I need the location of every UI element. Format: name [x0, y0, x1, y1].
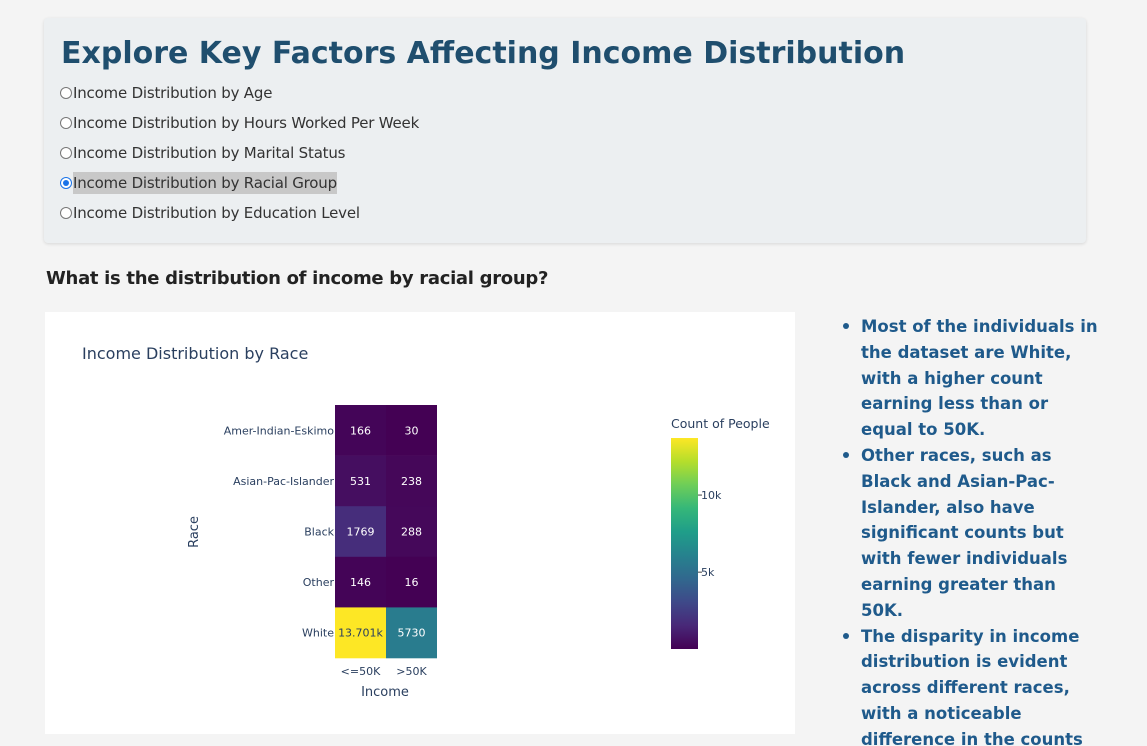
- insight-item: The disparity in income distribution is …: [840, 624, 1100, 746]
- chart-card: Income Distribution by Race 166 30 531 238 1…: [45, 312, 795, 734]
- y-tick-label: White: [302, 627, 334, 640]
- heatmap-cell[interactable]: [386, 506, 437, 558]
- insights-list: Most of the individuals in the dataset a…: [840, 314, 1100, 746]
- heatmap-cell-label: 13.701k: [338, 627, 383, 640]
- heatmap-cell-label: 16: [405, 576, 419, 589]
- radio-label-hours: Income Distribution by Hours Worked Per …: [73, 114, 420, 132]
- y-tick-label: Black: [304, 526, 334, 539]
- radio-button-marital[interactable]: [60, 147, 72, 159]
- radio-button-hours[interactable]: [60, 117, 72, 129]
- y-tick-label: Amer-Indian-Eskimo: [224, 424, 335, 437]
- heatmap-cell-label: 238: [401, 475, 422, 488]
- heatmap-cell-label: 166: [350, 424, 371, 437]
- heatmap-cell-label: 146: [350, 576, 371, 589]
- heatmap-cell[interactable]: [335, 405, 386, 456]
- radio-label-race: Income Distribution by Racial Group: [73, 172, 337, 194]
- chart-title: Income Distribution by Race: [82, 344, 308, 363]
- heatmap-cells: 166 30 531 238 1769 288 146 16 13.701k 5730: [335, 405, 437, 659]
- y-tick-label: Other: [303, 576, 335, 589]
- radio-label-age: Income Distribution by Age: [73, 84, 273, 102]
- heatmap-cell-label: 288: [401, 526, 422, 539]
- colorbar-tick-label: 5k: [701, 566, 715, 579]
- x-tick-label: <=50K: [341, 665, 381, 678]
- heatmap-cell[interactable]: [386, 455, 437, 507]
- colorbar: [671, 438, 698, 649]
- heatmap-cell-label: 1769: [347, 526, 375, 539]
- heatmap-cell-label: 531: [350, 475, 371, 488]
- radio-option-race[interactable]: Income Distribution by Racial Group: [60, 168, 419, 198]
- colorbar-title: Count of People: [671, 416, 770, 431]
- page-title: Explore Key Factors Affecting Income Dis…: [61, 36, 906, 71]
- insight-item: Other races, such as Black and Asian-Pac…: [840, 443, 1100, 624]
- heatmap-cell[interactable]: [386, 607, 437, 659]
- heatmap-cell[interactable]: [335, 556, 386, 608]
- insights-panel: Most of the individuals in the dataset a…: [840, 314, 1100, 746]
- section-question: What is the distribution of income by ra…: [46, 268, 549, 289]
- heatmap-cell[interactable]: [386, 405, 437, 456]
- colorbar-tick-label: 10k: [701, 489, 722, 502]
- x-tick-label: >50K: [396, 665, 427, 678]
- heatmap-cell[interactable]: [335, 455, 386, 507]
- top-strip: [0, 0, 1147, 18]
- heatmap-cell[interactable]: [335, 506, 386, 558]
- radio-option-marital[interactable]: Income Distribution by Marital Status: [60, 138, 419, 168]
- y-tick-label: Asian-Pac-Islander: [233, 475, 334, 488]
- radio-button-race[interactable]: [60, 177, 72, 189]
- heatmap-cell-label: 30: [405, 424, 419, 437]
- radio-group: Income Distribution by Age Income Distri…: [60, 78, 419, 228]
- heatmap-cell[interactable]: [335, 607, 386, 659]
- y-axis-title: Race: [187, 516, 202, 548]
- radio-option-education[interactable]: Income Distribution by Education Level: [60, 198, 419, 228]
- heatmap-cell-label: 5730: [398, 627, 426, 640]
- radio-option-age[interactable]: Income Distribution by Age: [60, 78, 419, 108]
- x-tick-labels: <=50K >50K: [341, 665, 428, 678]
- radio-button-education[interactable]: [60, 207, 72, 219]
- insight-item: Most of the individuals in the dataset a…: [840, 314, 1100, 443]
- colorbar-ticks: 5k 10k: [698, 489, 722, 579]
- y-tick-labels: Amer-Indian-Eskimo Asian-Pac-Islander Blac…: [224, 424, 335, 639]
- radio-label-marital: Income Distribution by Marital Status: [73, 144, 346, 162]
- controls-panel: Explore Key Factors Affecting Income Dis…: [44, 18, 1086, 243]
- radio-button-age[interactable]: [60, 87, 72, 99]
- heatmap-cell[interactable]: [386, 556, 437, 608]
- x-axis-title: Income: [361, 685, 409, 700]
- radio-option-hours[interactable]: Income Distribution by Hours Worked Per …: [60, 108, 419, 138]
- radio-label-education: Income Distribution by Education Level: [73, 204, 360, 222]
